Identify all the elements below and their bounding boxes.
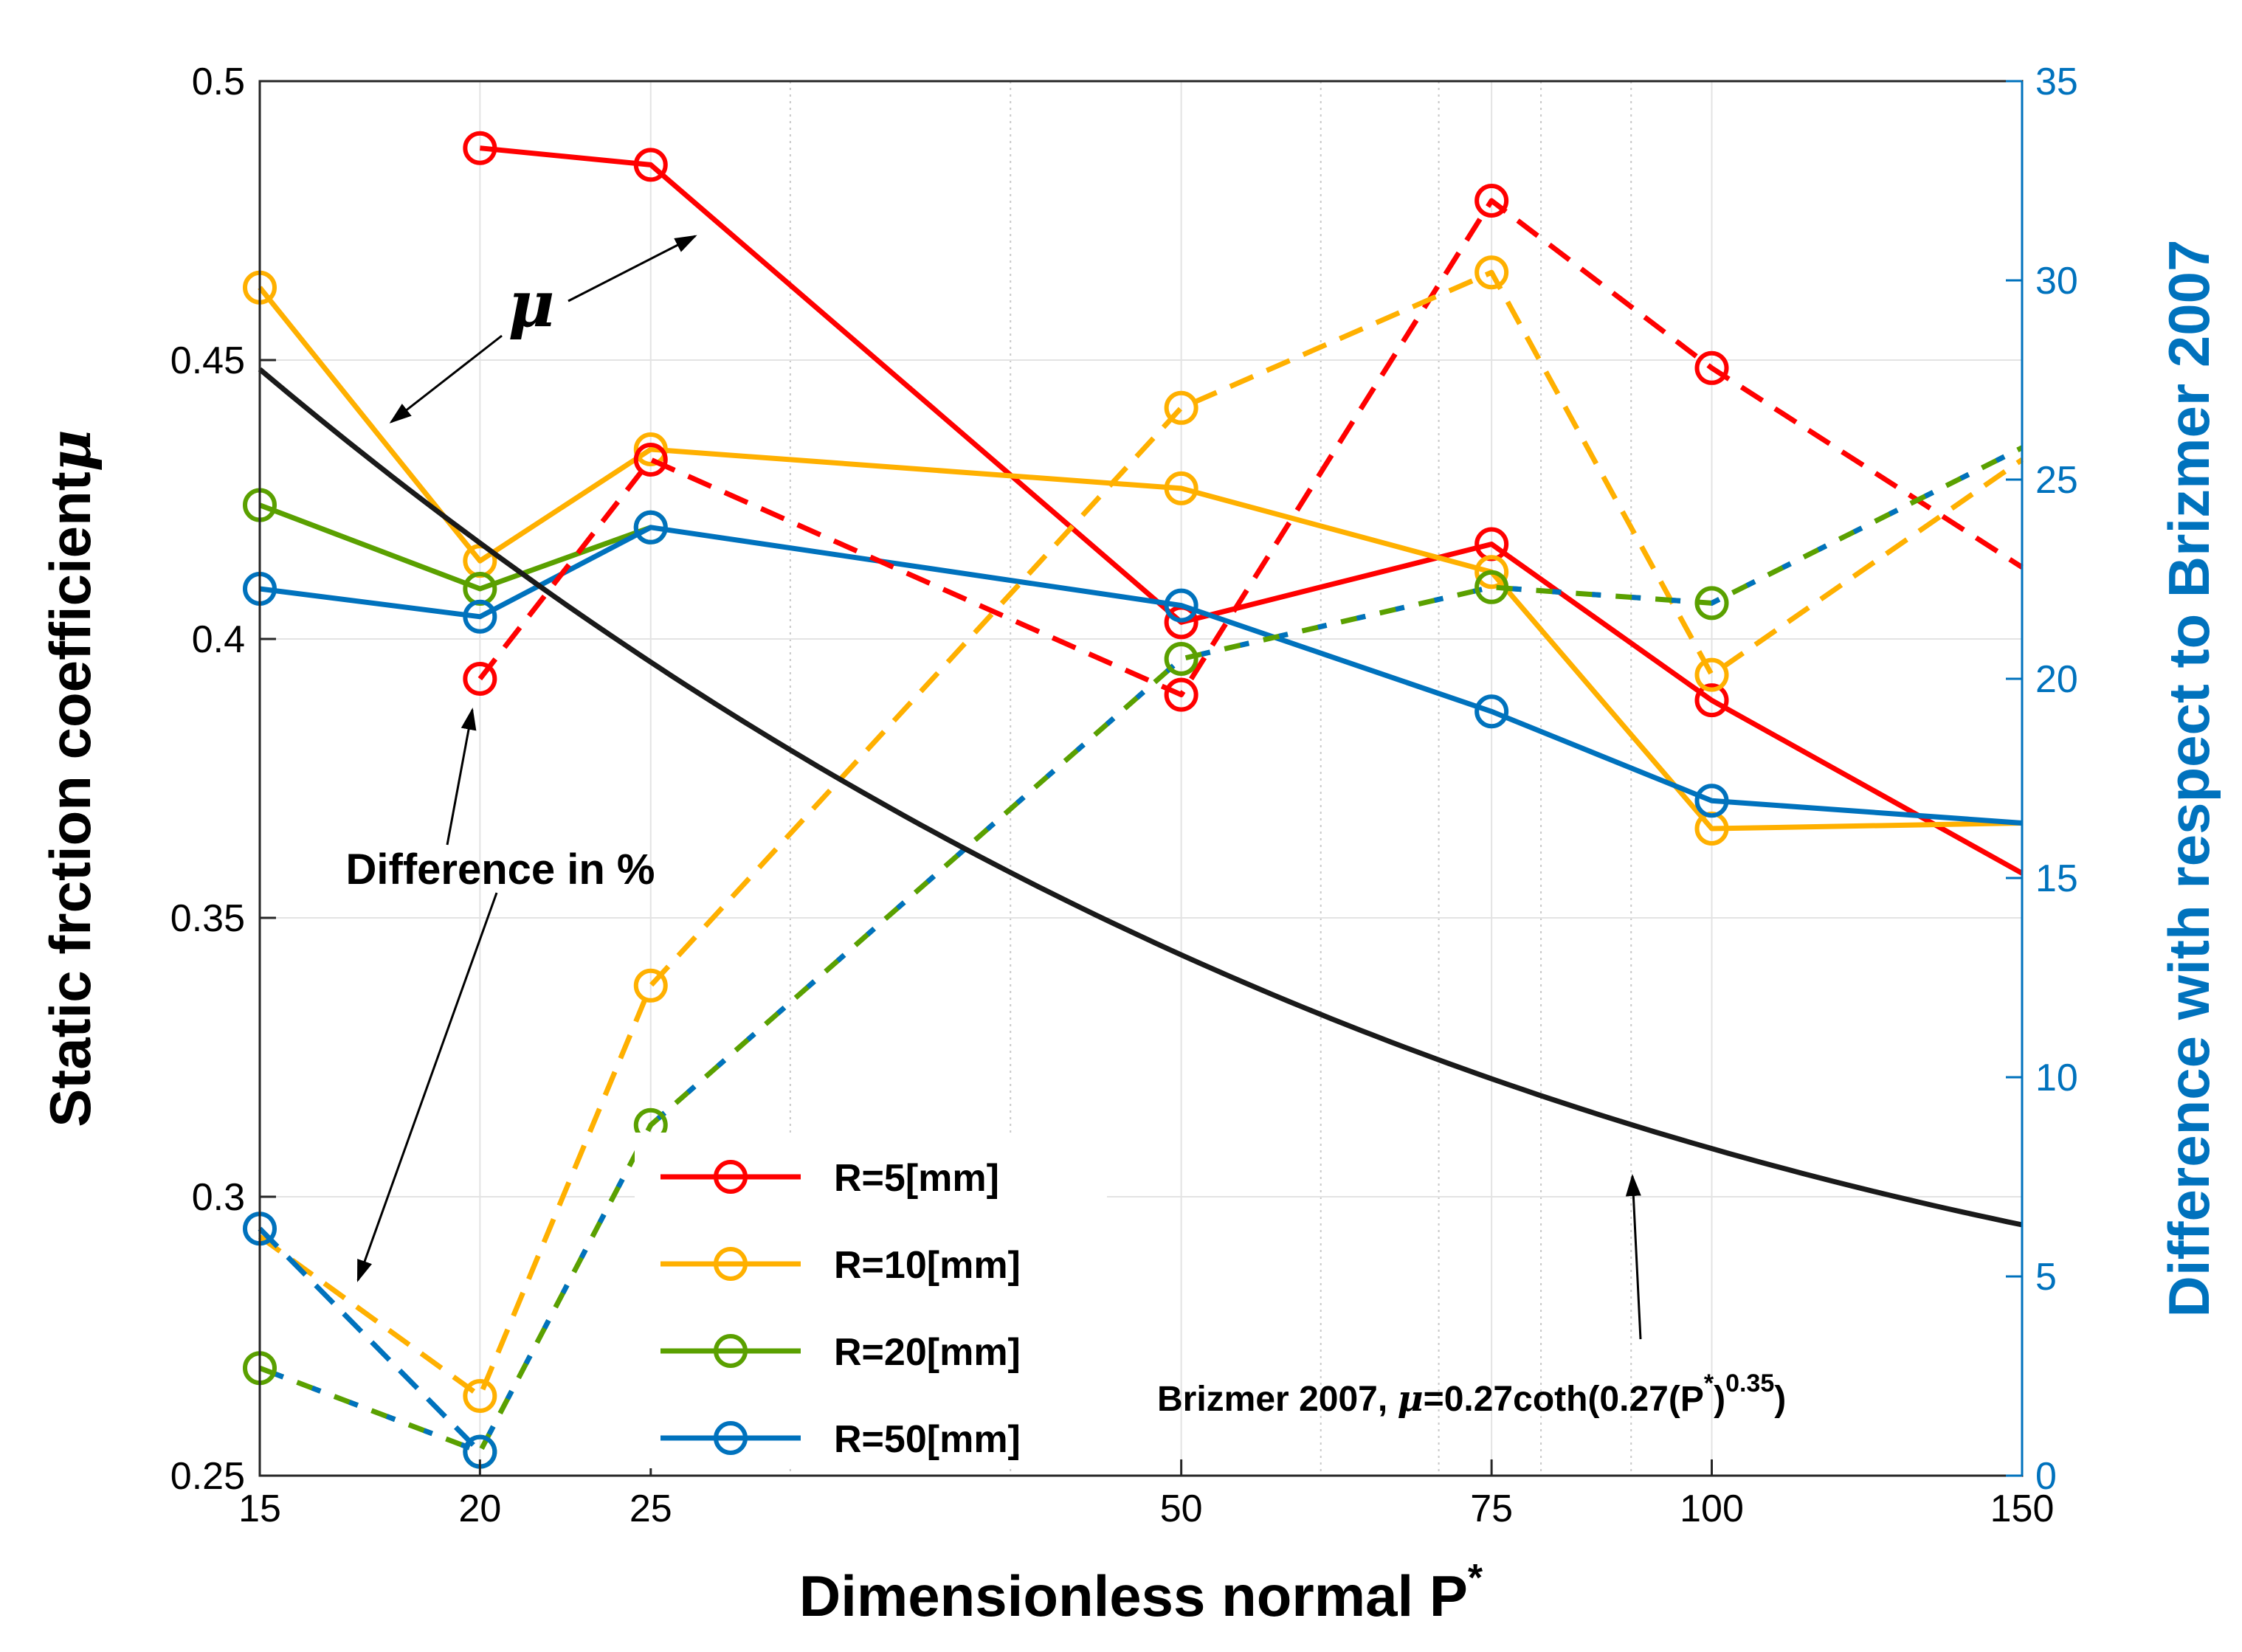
series-marker-r-10-mm-difference	[1164, 390, 1198, 425]
legend-label-r-5-mm: R=5[mm]	[834, 1157, 999, 1200]
series-r-5-mm-difference	[463, 184, 2024, 712]
y2-tick-label: 20	[2035, 658, 2078, 701]
series-marker-r-10-mm-difference	[1474, 255, 1509, 290]
series-marker-r-50-mm	[1164, 588, 1198, 623]
mu-annotation: μ	[508, 267, 555, 342]
series-marker-r-5-mm-difference	[1474, 184, 1509, 218]
series-r-50-mm	[243, 510, 2023, 826]
x-axis-title-sup: *	[1468, 1557, 1483, 1600]
series-marker-r-10-mm	[1474, 555, 1509, 590]
brizmer-mu: μ	[1398, 1378, 1424, 1420]
difference-arrow-up	[446, 708, 477, 846]
brizmer-arrow	[1625, 1174, 1642, 1340]
legend-marker-r-20-mm	[714, 1334, 748, 1368]
x-tick-label: 50	[1160, 1487, 1203, 1530]
series-marker-r-5-mm-difference	[1164, 677, 1198, 712]
series-marker-r-10-mm-difference	[463, 1379, 497, 1413]
y2-tick-label: 5	[2035, 1256, 2057, 1299]
difference-annotation: Difference in %	[346, 846, 655, 894]
annotations: μ Difference in % Brizmer 2007, μ=0.27co…	[346, 235, 1786, 1420]
series-marker-r-20-mm-difference	[1694, 586, 1729, 621]
y-tick-label: 0.3	[192, 1176, 245, 1219]
brizmer-eq: =0.27coth(0.27(P	[1424, 1380, 1704, 1419]
x-axis-title-text: Dimensionless normal P	[799, 1563, 1468, 1628]
x-axis-title: Dimensionless normal P*	[799, 1557, 1483, 1628]
y-axis-title-symbol: μ	[37, 429, 104, 471]
series-marker-r-50-mm	[463, 599, 497, 634]
series-r-10-mm-difference	[258, 255, 2024, 1413]
y-axis-title-text: Static frction coefficient	[38, 471, 103, 1127]
series-group	[243, 131, 2024, 1469]
series-r-20-mm	[243, 488, 668, 606]
legend-box	[635, 1133, 1107, 1468]
legend-marker-r-50-mm	[714, 1421, 748, 1455]
mu-arrow-right	[568, 235, 697, 303]
series-r-10-mm	[243, 270, 2023, 846]
x-tick-label: 150	[1990, 1487, 2055, 1530]
mu-arrow-left	[389, 334, 503, 424]
series-brizmer-2007	[258, 367, 2023, 1228]
series-marker-r-50-mm	[633, 510, 668, 545]
series-r-5-mm	[463, 131, 2024, 876]
legend-label-r-20-mm: R=20[mm]	[834, 1331, 1021, 1374]
series-line-r-50-mm	[259, 525, 2023, 826]
series-marker-r-5-mm	[633, 148, 668, 182]
y2-tick-label: 25	[2035, 459, 2078, 502]
series-marker-r-5-mm-difference	[633, 443, 668, 477]
y2-tick-label: 35	[2035, 61, 2078, 103]
x-tick-label: 15	[238, 1487, 281, 1530]
brizmer-annotation: Brizmer 2007, μ=0.27coth(0.27(P*)0.35)	[1157, 1369, 1786, 1420]
x-tick-label: 20	[458, 1487, 501, 1530]
series-marker-r-10-mm	[1164, 471, 1198, 505]
brizmer-prefix: Brizmer 2007,	[1157, 1380, 1398, 1419]
series-marker-r-5-mm-difference	[1694, 350, 1729, 385]
series-line-r-10-mm-difference	[258, 269, 2024, 1399]
legend-label-r-50-mm: R=50[mm]	[834, 1418, 1021, 1461]
series-line-brizmer-2007	[258, 367, 2023, 1228]
series-marker-r-5-mm	[1694, 683, 1729, 718]
legend: R=5[mm] R=10[mm] R=20[mm] R=50[mm]	[635, 1133, 1107, 1468]
y2-tick-label: 0	[2035, 1455, 2057, 1498]
ticks-group: 15 20 25 50 75 100 150 0.25 0.3 0.35 0.4 0.45 0.5 0 5 1…	[170, 61, 2078, 1530]
y-tick-label: 0.25	[170, 1455, 245, 1498]
series-line-r-5-mm	[480, 145, 2024, 876]
series-marker-r-5-mm-difference	[463, 662, 497, 696]
series-marker-r-10-mm-difference	[1694, 657, 1729, 692]
series-marker-r-10-mm	[633, 432, 668, 466]
brizmer-end: )	[1774, 1380, 1786, 1419]
series-marker-r-20-mm-difference	[1474, 570, 1509, 604]
series-line-r-10-mm	[258, 286, 2023, 832]
legend-label-r-10-mm: R=10[mm]	[834, 1244, 1021, 1287]
x-tick-label: 100	[1680, 1487, 1744, 1530]
y2-tick-label: 30	[2035, 260, 2078, 303]
series-marker-r-50-mm	[1694, 784, 1729, 818]
brizmer-sup2: 0.35	[1725, 1369, 1774, 1397]
difference-arrow-down	[356, 892, 498, 1282]
series-marker-r-10-mm-difference	[633, 968, 668, 1003]
series-line-r-20-mm	[258, 502, 652, 592]
y-tick-label: 0.45	[170, 339, 245, 382]
y-axis-title: Static frction coefficientμ	[37, 429, 104, 1127]
y-tick-label: 0.5	[192, 61, 245, 103]
legend-marker-r-5-mm	[714, 1160, 748, 1194]
x-tick-label: 75	[1470, 1487, 1513, 1530]
x-tick-label: 25	[630, 1487, 672, 1530]
series-r-50-mm-difference	[243, 1212, 497, 1469]
series-line-r-50-mm-difference	[258, 1226, 482, 1454]
series-marker-r-5-mm	[463, 131, 497, 165]
series-marker-r-20-mm-difference	[1164, 642, 1198, 676]
y-tick-label: 0.4	[192, 618, 245, 661]
y2-tick-label: 10	[2035, 1057, 2078, 1099]
legend-marker-r-10-mm	[714, 1247, 748, 1281]
series-stripe-r-20-mm-difference	[258, 445, 2024, 1455]
brizmer-close: )	[1714, 1380, 1725, 1419]
series-marker-r-50-mm	[1474, 694, 1509, 729]
brizmer-sup1: *	[1704, 1369, 1714, 1397]
y2-axis-title: Difference with respect to Brizmer 2007	[2156, 240, 2221, 1318]
y-tick-label: 0.35	[170, 897, 245, 940]
y2-tick-label: 15	[2035, 857, 2078, 900]
